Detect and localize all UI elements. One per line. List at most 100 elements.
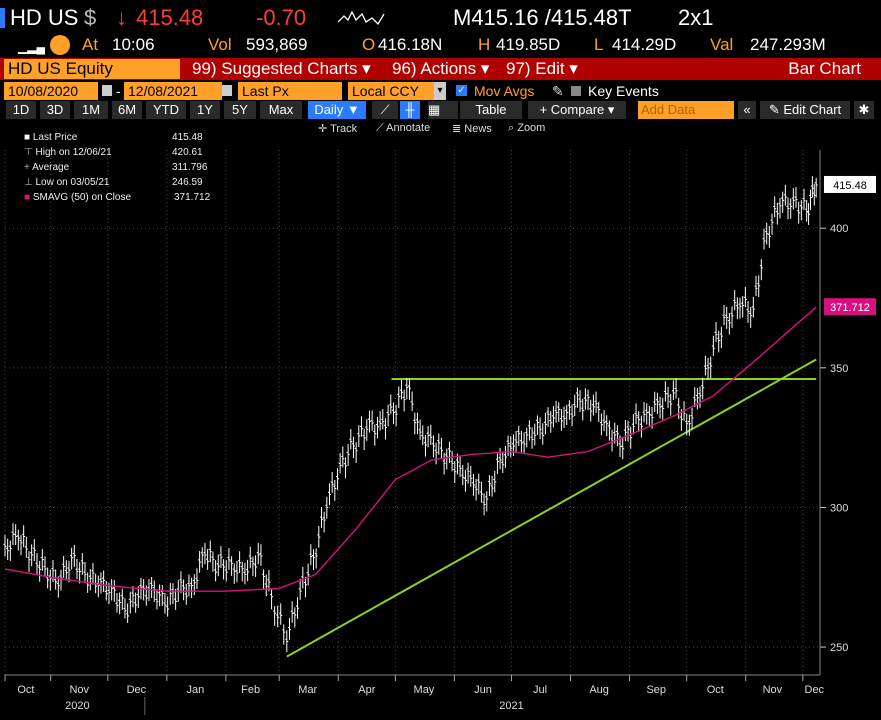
price-bar[interactable] xyxy=(32,539,36,561)
price-bar[interactable] xyxy=(40,548,44,571)
price-bar[interactable] xyxy=(799,200,803,221)
price-bar[interactable] xyxy=(658,396,662,419)
add-data-input[interactable]: Add Data xyxy=(638,101,734,119)
price-bar[interactable] xyxy=(112,580,116,602)
gear-icon[interactable]: ✱ xyxy=(854,101,874,119)
price-bar[interactable] xyxy=(238,551,242,573)
price-bar[interactable] xyxy=(807,203,811,225)
price-bar[interactable] xyxy=(182,579,186,601)
price-bar[interactable] xyxy=(373,424,377,446)
price-bar[interactable] xyxy=(168,582,172,605)
range-button-3d[interactable]: 3D xyxy=(40,101,70,119)
table-icon[interactable]: ▦ xyxy=(428,101,458,119)
chevron-down-icon[interactable]: ▾ xyxy=(434,82,446,100)
price-bar[interactable] xyxy=(362,428,366,450)
price-bar[interactable] xyxy=(519,430,523,453)
price-bar[interactable] xyxy=(423,435,427,457)
price-bar[interactable] xyxy=(246,559,250,582)
price-bar[interactable] xyxy=(378,411,382,431)
price-bar[interactable] xyxy=(22,525,26,548)
price-bar[interactable] xyxy=(330,471,334,493)
price-bar[interactable] xyxy=(256,542,260,565)
price-bar[interactable] xyxy=(463,469,467,492)
price-bar[interactable] xyxy=(458,455,462,477)
price-bar[interactable] xyxy=(262,569,266,590)
calendar-icon[interactable] xyxy=(222,85,232,96)
price-bar[interactable] xyxy=(216,554,220,577)
price-bar[interactable] xyxy=(695,387,699,410)
price-bar[interactable] xyxy=(610,429,614,452)
table-button[interactable]: Table xyxy=(460,101,522,119)
price-bar[interactable] xyxy=(152,580,156,602)
price-bar[interactable] xyxy=(738,297,742,319)
price-bar[interactable] xyxy=(240,561,244,582)
price-bar[interactable] xyxy=(251,556,255,577)
price-bar[interactable] xyxy=(179,571,183,594)
price-bar[interactable] xyxy=(503,445,507,468)
price-bar[interactable] xyxy=(541,423,545,445)
price-bar[interactable] xyxy=(264,574,268,597)
price-bar[interactable] xyxy=(594,391,598,413)
price-bar[interactable] xyxy=(83,561,87,582)
price-bar[interactable] xyxy=(166,596,170,617)
price-bar[interactable] xyxy=(733,290,737,311)
price-bar[interactable] xyxy=(565,404,569,426)
price-bar[interactable] xyxy=(389,394,393,415)
price-bar[interactable] xyxy=(749,307,753,328)
price-bar[interactable] xyxy=(75,558,79,580)
price-bar[interactable] xyxy=(509,436,513,458)
price-bar[interactable] xyxy=(303,577,307,598)
price-bar[interactable] xyxy=(498,447,502,470)
price-bar[interactable] xyxy=(131,585,135,608)
price-bar[interactable] xyxy=(343,457,347,479)
price-bar[interactable] xyxy=(200,547,204,568)
price-bar[interactable] xyxy=(698,386,702,408)
price-bar[interactable] xyxy=(730,306,734,328)
price-bar[interactable] xyxy=(538,417,542,440)
price-bar[interactable] xyxy=(72,544,76,567)
price-bar[interactable] xyxy=(24,536,28,558)
ticker-symbol[interactable]: HD US xyxy=(10,5,79,30)
price-bar[interactable] xyxy=(514,431,518,453)
price-bar[interactable] xyxy=(501,452,505,474)
price-bar[interactable] xyxy=(375,416,379,439)
price-bar[interactable] xyxy=(709,356,713,378)
price-bar[interactable] xyxy=(338,453,342,474)
compare-button[interactable]: + Compare ▾ xyxy=(528,101,626,119)
price-bar[interactable] xyxy=(597,401,601,423)
price-bar[interactable] xyxy=(794,187,798,208)
price-bar[interactable] xyxy=(211,551,215,572)
price-bar[interactable] xyxy=(43,556,47,577)
price-bar[interactable] xyxy=(687,414,691,436)
price-bar[interactable] xyxy=(791,188,795,210)
price-bar[interactable] xyxy=(413,412,417,435)
price-bar[interactable] xyxy=(812,183,816,206)
price-bar[interactable] xyxy=(805,199,809,222)
price-bar[interactable] xyxy=(78,562,82,584)
price-bar[interactable] xyxy=(671,380,675,401)
price-bar[interactable] xyxy=(773,196,777,218)
price-bar[interactable] xyxy=(96,575,100,598)
price-bar[interactable] xyxy=(447,441,451,464)
price-bar[interactable] xyxy=(586,389,590,411)
actions-menu[interactable]: 96) Actions ▾ xyxy=(392,59,490,78)
price-bar[interactable] xyxy=(335,468,339,490)
price-bar[interactable] xyxy=(487,475,491,497)
security-field[interactable]: HD US Equity xyxy=(4,59,180,79)
price-bar[interactable] xyxy=(469,465,473,487)
price-bar[interactable] xyxy=(126,603,130,623)
price-bar[interactable] xyxy=(690,407,694,430)
price-bar[interactable] xyxy=(439,437,443,459)
price-bar[interactable] xyxy=(235,560,239,583)
price-bar[interactable] xyxy=(110,579,114,601)
currency-selector[interactable]: Local CCY xyxy=(348,82,434,100)
price-bar[interactable] xyxy=(757,275,761,298)
price-bar[interactable] xyxy=(567,400,571,420)
price-bar[interactable] xyxy=(365,419,369,441)
line-chart-icon[interactable]: ⟋ xyxy=(372,101,398,119)
price-bar[interactable] xyxy=(402,389,406,412)
price-bar[interactable] xyxy=(267,569,271,592)
price-bar[interactable] xyxy=(64,560,68,581)
price-bar[interactable] xyxy=(370,410,374,431)
price-bar[interactable] xyxy=(214,560,218,582)
